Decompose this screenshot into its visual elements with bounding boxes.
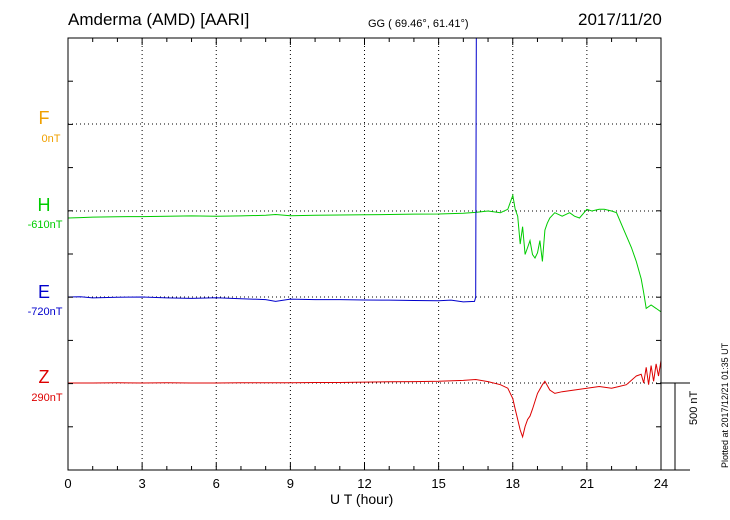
axis-ticks (67, 37, 662, 471)
scale-bar (661, 382, 690, 471)
x-tick-label-12: 12 (357, 476, 372, 491)
x-tick-label-15: 15 (431, 476, 446, 491)
series-Z-line (68, 360, 661, 439)
scale-bar-label: 500 nT (688, 390, 700, 425)
baseline-H: -610nT (27, 219, 63, 231)
series-lines (68, 38, 661, 439)
date-label: 2017/11/20 (578, 10, 662, 29)
x-tick-label-0: 0 (64, 476, 72, 491)
x-tick-label-18: 18 (505, 476, 520, 491)
label-Z: Z (38, 367, 50, 387)
label-E: E (37, 282, 50, 302)
station-title: Amderma (AMD) [AARI] (68, 10, 250, 29)
series-E-line (68, 38, 477, 303)
label-F: F (38, 108, 50, 128)
series-H-line (68, 193, 661, 313)
x-axis-label: U T (hour) (330, 491, 394, 507)
station-coords: GG ( 69.46°, 61.41°) (368, 18, 469, 30)
x-tick-label-21: 21 (579, 476, 595, 491)
x-tick-label-24: 24 (653, 476, 669, 491)
baseline-Z: 290nT (31, 392, 63, 404)
x-tick-label-6: 6 (212, 476, 220, 491)
x-tick-label-9: 9 (286, 476, 294, 491)
label-H: H (37, 195, 51, 215)
baseline-E: -720nT (27, 306, 63, 318)
grid-lines (68, 38, 661, 470)
x-tick-label-3: 3 (138, 476, 146, 491)
plotted-timestamp: Plotted at 2017/12/21 01:35 UT (720, 342, 730, 468)
baseline-F: 0nT (41, 133, 61, 145)
